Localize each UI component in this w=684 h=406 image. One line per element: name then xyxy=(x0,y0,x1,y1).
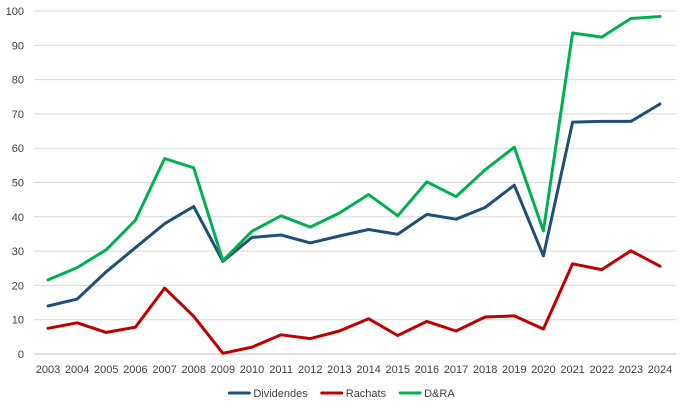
x-tick-label: 2009 xyxy=(211,364,235,376)
y-tick-label: 80 xyxy=(12,75,24,87)
x-tick-label: 2013 xyxy=(327,364,351,376)
series-line-dividendes xyxy=(46,102,662,308)
x-tick-label: 2024 xyxy=(648,364,672,376)
x-tick-label: 2015 xyxy=(385,364,409,376)
x-tick-label: 2023 xyxy=(619,364,643,376)
y-tick-label: 20 xyxy=(12,280,24,292)
x-tick-label: 2021 xyxy=(560,364,584,376)
series-lines xyxy=(46,15,662,355)
y-tick-label: 100 xyxy=(6,6,24,18)
x-tick-label: 2011 xyxy=(269,364,293,376)
y-tick-label: 60 xyxy=(12,143,24,155)
y-tick-label: 0 xyxy=(18,349,24,361)
y-tick-label: 50 xyxy=(12,178,24,190)
x-tick-label: 2010 xyxy=(240,364,264,376)
x-tick-label: 2007 xyxy=(152,364,176,376)
x-tick-label: 2017 xyxy=(444,364,468,376)
x-tick-label: 2008 xyxy=(181,364,205,376)
legend: Dividendes Rachats D&RA xyxy=(227,388,455,400)
x-tick-label: 2014 xyxy=(356,364,380,376)
series-line-d-ra xyxy=(46,15,662,282)
y-axis-tick-labels: 0 10 20 30 40 50 60 70 80 90 100 xyxy=(6,6,24,361)
gridlines xyxy=(34,10,676,355)
y-tick-label: 40 xyxy=(12,212,24,224)
x-tick-label: 2019 xyxy=(502,364,526,376)
x-tick-label: 2004 xyxy=(65,364,89,376)
x-tick-label: 2020 xyxy=(531,364,555,376)
x-tick-label: 2022 xyxy=(589,364,613,376)
y-tick-label: 10 xyxy=(12,315,24,327)
y-tick-label: 90 xyxy=(12,40,24,52)
x-tick-label: 2006 xyxy=(123,364,147,376)
y-tick-label: 70 xyxy=(12,109,24,121)
x-tick-label: 2018 xyxy=(473,364,497,376)
y-tick-label: 30 xyxy=(12,246,24,258)
legend-label: D&RA xyxy=(424,388,455,400)
x-tick-label: 2016 xyxy=(415,364,439,376)
x-tick-label: 2005 xyxy=(94,364,118,376)
x-tick-label: 2003 xyxy=(36,364,60,376)
legend-label: Rachats xyxy=(346,388,387,400)
series-line-rachats xyxy=(46,249,662,355)
x-axis-tick-labels: 2003 2004 2005 2006 2007 2008 2009 2010 2011 2012… xyxy=(36,364,672,376)
legend-label: Dividendes xyxy=(253,388,308,400)
x-tick-label: 2012 xyxy=(298,364,322,376)
